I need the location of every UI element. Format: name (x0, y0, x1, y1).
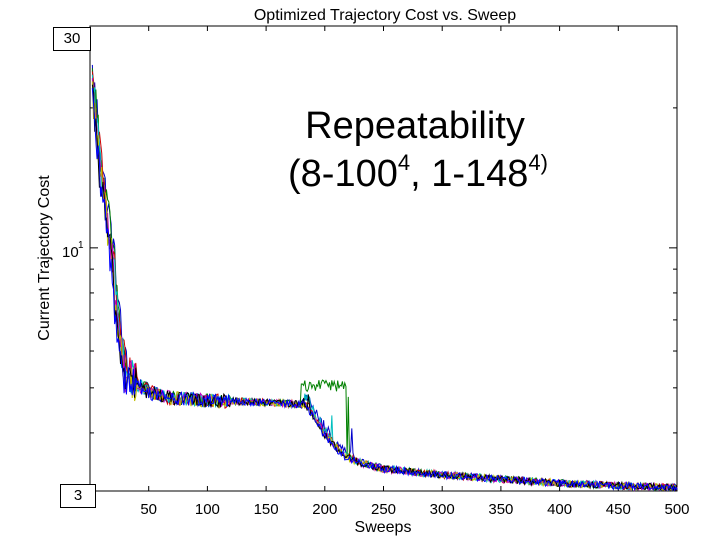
chart-title: Optimized Trajectory Cost vs. Sweep (254, 7, 516, 24)
plot-area (89, 25, 678, 492)
y-min-label-box: 3 (60, 484, 96, 508)
y-max-label-box: 30 (53, 27, 91, 51)
annotation-subtitle: (8-1004, 1-1484) (268, 150, 568, 201)
x-tick-label: 200 (312, 501, 337, 518)
x-tick-label: 500 (664, 501, 689, 518)
y-tick-label: 10 1 (62, 240, 84, 261)
axis-ticks: 50 100 150 200 250 300 350 400 450 500 (90, 25, 690, 518)
annotation-title: Repeatability (305, 105, 525, 147)
x-tick-label: 100 (195, 501, 220, 518)
x-tick-label: 450 (606, 501, 631, 518)
x-tick-label: 400 (547, 501, 572, 518)
y-tick-label-base: 10 (62, 244, 79, 261)
series-line-8 (91, 87, 678, 492)
annotation-sup-b: 4) (528, 150, 548, 175)
annotation-sup-a: 4 (397, 150, 411, 175)
annotation-part-b: , 1-148 (410, 153, 529, 195)
x-tick-label: 50 (140, 501, 157, 518)
x-axis-label: Sweeps (355, 519, 412, 536)
series-group (91, 64, 678, 492)
annotation-part-a: (8-100 (288, 153, 398, 195)
x-tick-label: 350 (488, 501, 513, 518)
y-tick-label-exponent: 1 (78, 240, 84, 251)
x-tick-label: 150 (254, 501, 279, 518)
x-tick-label: 250 (371, 501, 396, 518)
y-axis-label: Current Trajectory Cost (36, 175, 53, 341)
x-tick-label: 300 (430, 501, 455, 518)
